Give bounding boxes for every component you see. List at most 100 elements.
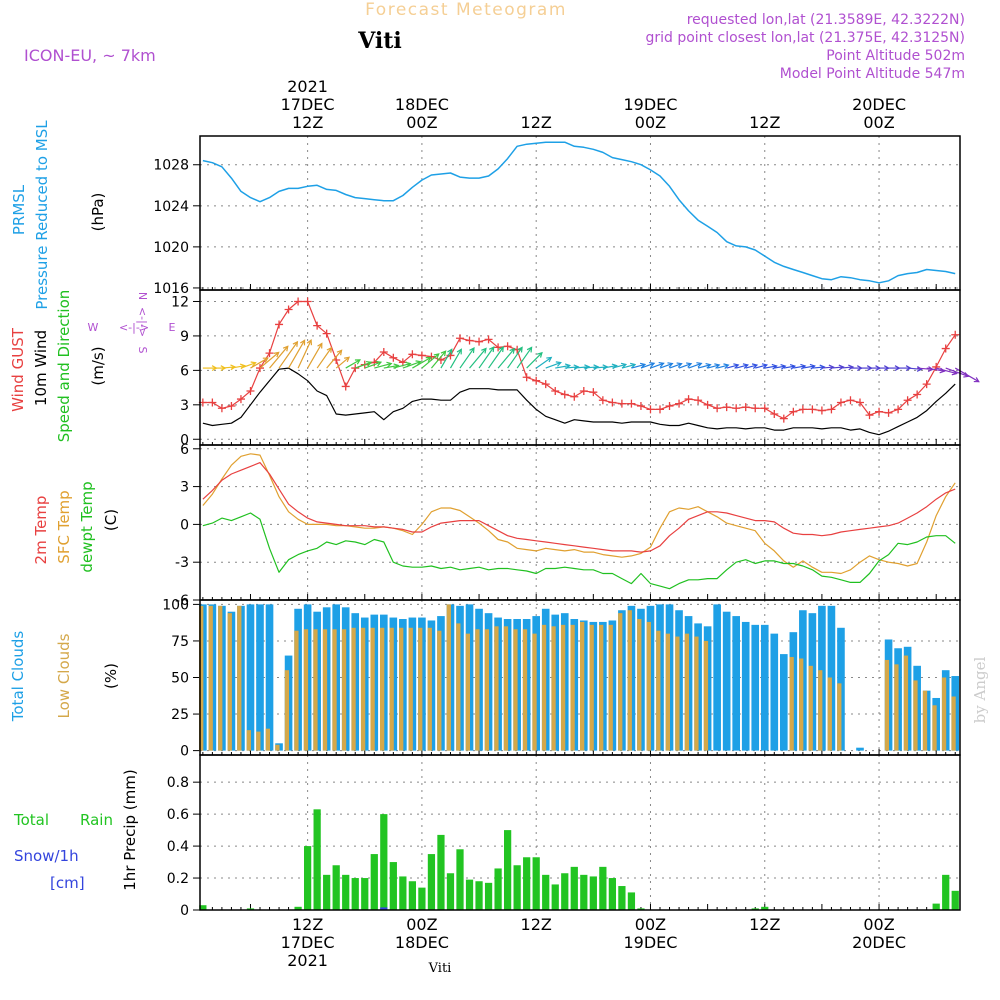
gust-marker: [827, 405, 836, 414]
panels: 1016102010241028036912-6-303602550751000…: [153, 135, 980, 919]
wind-arrow: [954, 367, 980, 383]
wind-arrow: [259, 351, 280, 369]
rain-bar: [532, 857, 540, 910]
gust-marker: [303, 297, 312, 306]
temp-dewpt-label: dewpt Temp: [78, 481, 96, 572]
low-cloud-bar: [199, 605, 204, 751]
wind-arrow: [545, 362, 561, 369]
low-cloud-bar: [265, 728, 270, 751]
wind-ytick-label: 12: [171, 294, 189, 310]
rain-bar: [342, 874, 350, 910]
wind-arrow-head: [714, 363, 721, 369]
low-cloud-bar: [437, 630, 442, 751]
pressure-ytick-label: 1020: [153, 240, 189, 256]
time-label-top: 00Z: [406, 113, 437, 132]
gust-marker: [208, 398, 217, 407]
rain-bar: [351, 878, 359, 910]
low-cloud-bar: [446, 604, 451, 751]
wind-arrow: [821, 366, 834, 369]
wind-arrow-head: [649, 361, 656, 368]
gust-marker: [875, 407, 884, 416]
total-cloud-bar: [741, 621, 750, 751]
wind-arrow-head: [488, 346, 495, 353]
wind-arrow-head: [705, 362, 712, 369]
rain-bar: [313, 809, 321, 910]
low-cloud-bar: [599, 624, 604, 751]
low-cloud-bar: [922, 690, 928, 751]
pressure-label-1: PRMSL: [10, 184, 28, 235]
wind-arrow: [288, 340, 306, 369]
wind-arrow: [278, 341, 298, 369]
gust-marker: [379, 348, 388, 356]
gust-marker: [646, 405, 655, 414]
low-cloud-bar: [684, 633, 690, 751]
gust-marker: [275, 320, 284, 329]
time-label-top: 00Z: [863, 113, 894, 132]
rain-bar: [380, 814, 388, 910]
low-cloud-bar: [341, 629, 347, 751]
pressure-panel: 1016 1020 1024 1028: [153, 136, 960, 297]
footer-location: Viti: [428, 961, 452, 976]
wind-direction-arrows: [202, 339, 980, 383]
wind-arrow-head: [365, 360, 373, 367]
time-label-bottom: 17DEC: [281, 933, 335, 952]
wind-speed-line: [202, 367, 956, 436]
wind-arrow: [659, 362, 673, 369]
wind-arrow-head: [386, 361, 393, 368]
pressure-label-2: Pressure Reduced to MSL: [33, 120, 51, 310]
rain-bar: [332, 865, 340, 910]
low-cloud-bar: [218, 605, 223, 751]
wind-arrow-head: [273, 351, 280, 358]
wind-arrow-head: [326, 346, 333, 353]
wind-arrow: [516, 347, 533, 369]
wind-arrow-head: [973, 377, 980, 383]
rain-bar: [246, 908, 255, 910]
total-cloud-bar: [780, 654, 788, 751]
wind-arrow-head: [733, 363, 740, 369]
wind-arrow-head: [282, 345, 289, 352]
gust-marker: [884, 408, 893, 417]
low-cloud-bar: [894, 664, 899, 751]
wind-arrow: [250, 357, 269, 369]
gust-marker: [475, 337, 484, 346]
wind-arrow-head: [658, 361, 665, 368]
low-cloud-bar: [637, 619, 642, 751]
wind-arrow: [221, 366, 236, 369]
wind-arrow-head: [250, 361, 257, 367]
wind-arrow: [497, 348, 515, 369]
wind-arrow: [936, 367, 957, 375]
gust-marker: [703, 400, 712, 409]
gust-marker: [227, 401, 236, 410]
gust-marker: [865, 411, 874, 420]
time-label-bottom: 19DEC: [623, 933, 677, 952]
pressure-ytick-label: 1028: [153, 158, 189, 174]
wind-arrow: [774, 365, 786, 369]
wind-arrow: [907, 367, 922, 370]
wind-arrow-head: [819, 364, 826, 371]
gust-marker: [846, 396, 855, 405]
wind-arrow-head: [509, 347, 516, 354]
gust-marker: [951, 330, 960, 339]
wind-arrow: [564, 366, 579, 369]
wind-arrow-head: [593, 364, 600, 371]
low-cloud-bar: [656, 630, 661, 751]
gust-marker: [608, 398, 617, 407]
low-cloud-bar: [456, 623, 461, 751]
wind-arrow: [383, 364, 399, 369]
low-cloud-bar: [399, 627, 404, 751]
low-cloud-bar: [322, 629, 328, 751]
low-cloud-bar: [246, 730, 251, 751]
clouds-ytick-label: 0: [180, 744, 189, 760]
snow-label: Snow/1h: [14, 847, 79, 865]
rain-bar: [475, 881, 483, 910]
wind-arrow: [631, 363, 646, 369]
rain-bar: [294, 906, 302, 910]
temperature-ytick-label: 3: [180, 480, 189, 496]
wind-arrow: [793, 365, 806, 369]
low-cloud-bar: [484, 629, 490, 751]
wind-arrow: [688, 362, 702, 369]
rain-bar: [199, 905, 207, 910]
gust-marker: [817, 406, 826, 415]
low-cloud-bar: [522, 629, 528, 751]
gust-marker: [598, 396, 607, 405]
